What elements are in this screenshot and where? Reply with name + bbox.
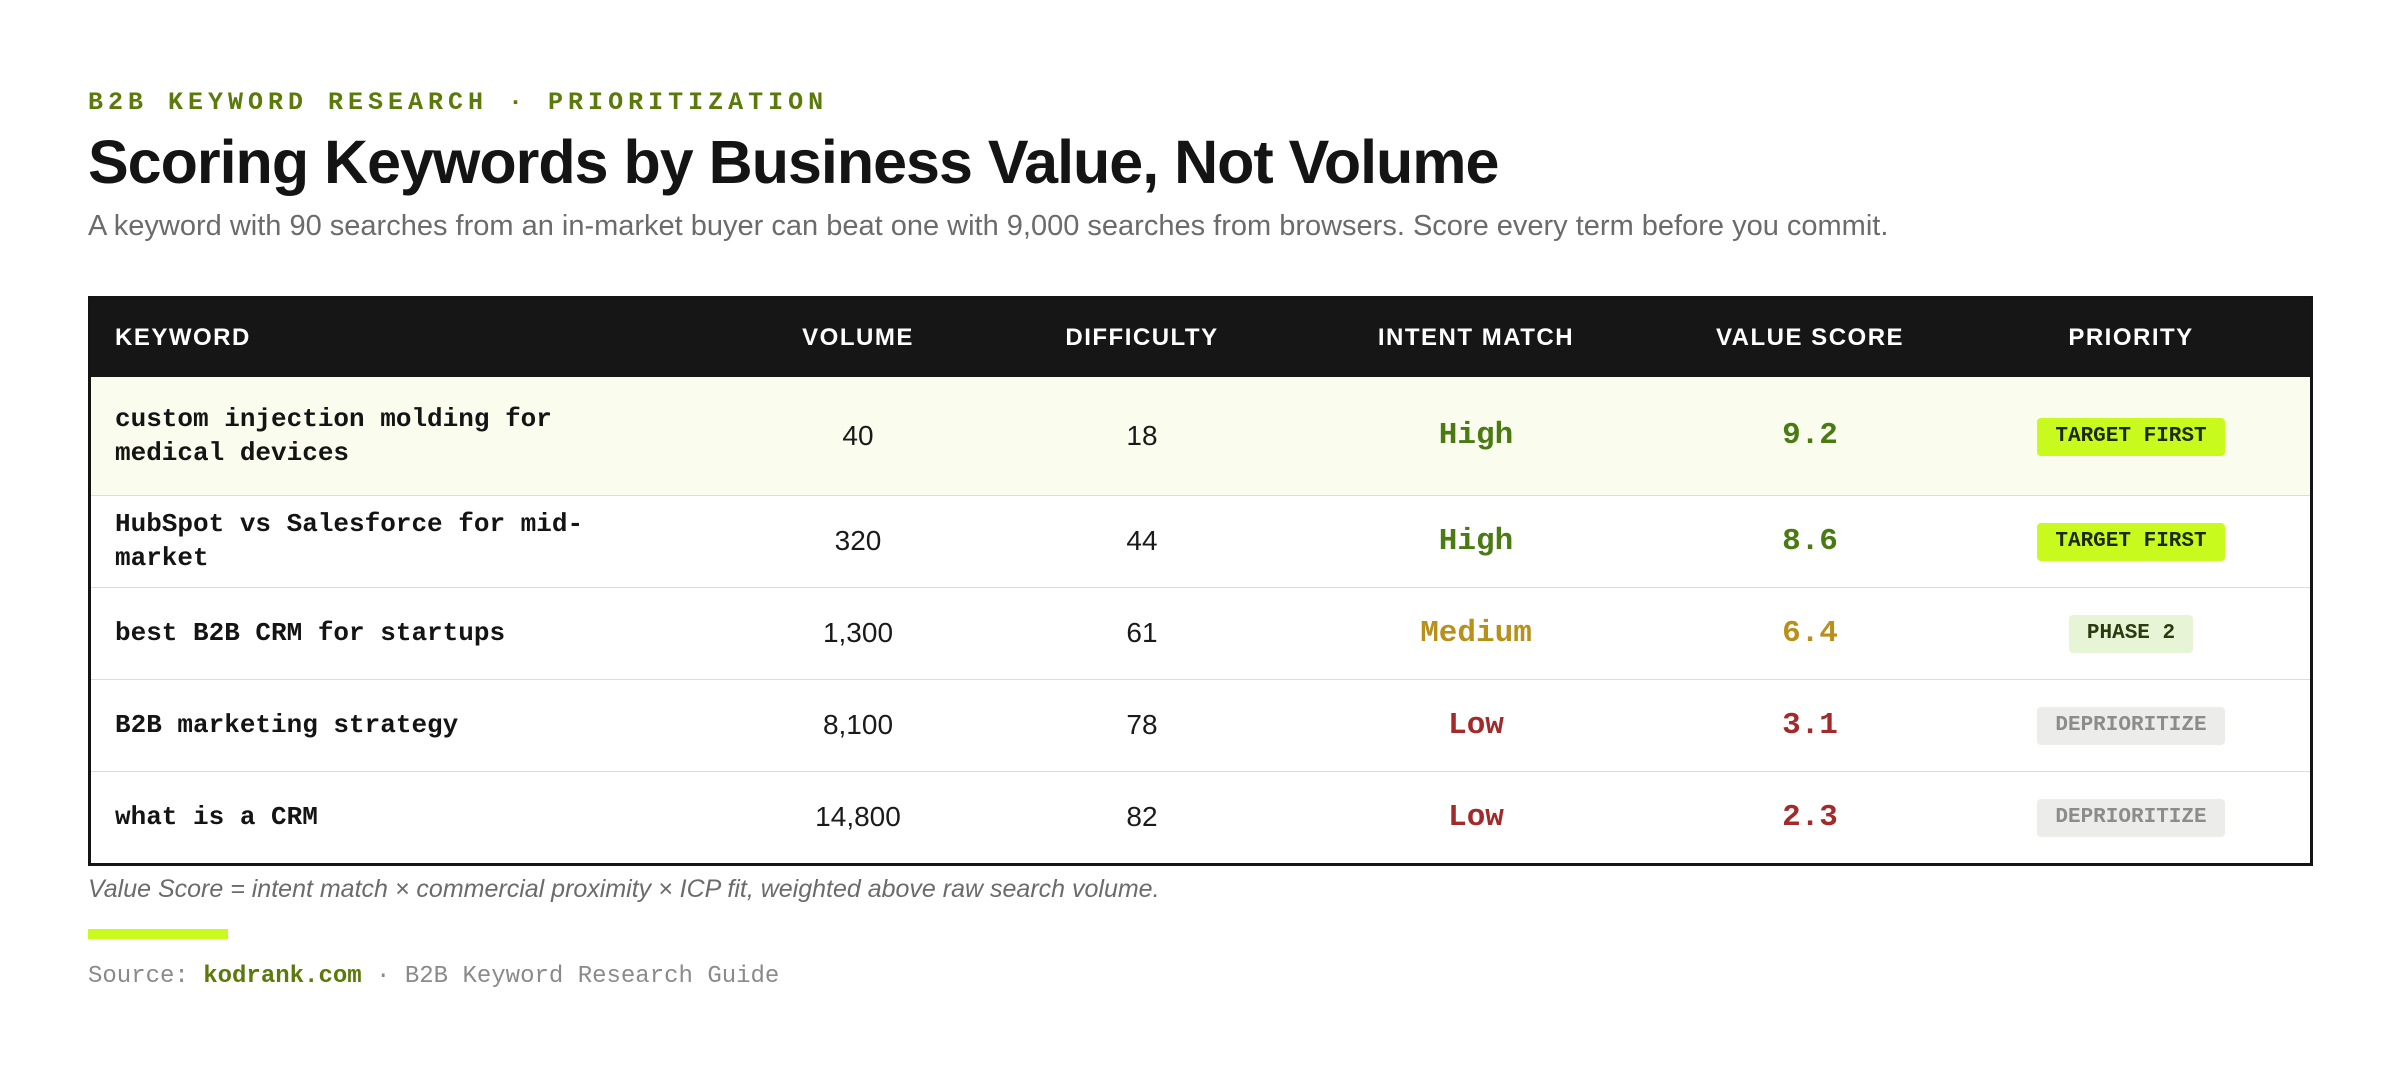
column-header-volume: VOLUME bbox=[802, 324, 914, 351]
intent-cell: Low bbox=[1448, 799, 1504, 835]
volume-cell: 40 bbox=[842, 419, 874, 451]
column-header-value-score: VALUE SCORE bbox=[1715, 324, 1905, 351]
keyword-cell: B2B marketing strategy bbox=[115, 710, 459, 740]
column-header-difficulty: DIFFICULTY bbox=[1065, 324, 1219, 351]
priority-cell: TARGET FIRST bbox=[1952, 377, 2310, 495]
intent-cell: Low bbox=[1448, 707, 1504, 743]
article: B2B KEYWORD RESEARCH · PRIORITIZATION Sc… bbox=[88, 86, 2313, 990]
keyword-cell: custom injection molding for medical dev… bbox=[115, 403, 552, 468]
keyword-cell: HubSpot vs Salesforce for mid-market bbox=[115, 509, 584, 573]
table-row: what is a CRM 14,800 82 Low 2.3 DEPRIORI… bbox=[91, 771, 2310, 863]
value-score-cell: 3.1 bbox=[1782, 707, 1838, 743]
volume-cell: 14,800 bbox=[815, 801, 901, 833]
source-suffix: · B2B Keyword Research Guide bbox=[361, 963, 780, 990]
intent-cell: High bbox=[1438, 418, 1514, 454]
intent-cell: High bbox=[1438, 523, 1514, 559]
keyword-cell: best B2B CRM for startups bbox=[115, 618, 506, 648]
priority-cell: DEPRIORITIZE bbox=[1952, 771, 2310, 863]
page-subtitle: A keyword with 90 searches from an in-ma… bbox=[88, 210, 1889, 242]
source-line: Source: kodrank.com · B2B Keyword Resear… bbox=[88, 960, 779, 994]
priority-badge: DEPRIORITIZE bbox=[2037, 707, 2225, 745]
value-score-cell: 9.2 bbox=[1782, 418, 1838, 454]
column-header-intent-match: INTENT MATCH bbox=[1377, 324, 1575, 351]
difficulty-cell: 61 bbox=[1126, 617, 1158, 648]
difficulty-cell: 18 bbox=[1126, 419, 1158, 451]
value-score-cell: 8.6 bbox=[1782, 523, 1838, 559]
source-prefix: Source: bbox=[88, 963, 204, 990]
eyebrow-label: B2B KEYWORD RESEARCH · PRIORITIZATION bbox=[88, 88, 829, 117]
difficulty-cell: 82 bbox=[1126, 801, 1158, 833]
priority-cell: PHASE 2 bbox=[1952, 587, 2310, 679]
difficulty-cell: 44 bbox=[1126, 525, 1158, 556]
priority-badge: PHASE 2 bbox=[2068, 615, 2194, 653]
table-header-row: KEYWORD VOLUME DIFFICULTY INTENT MATCH V… bbox=[91, 299, 2310, 377]
volume-cell: 320 bbox=[834, 525, 882, 556]
table-row: custom injection molding for medical dev… bbox=[91, 377, 2310, 495]
keyword-table: KEYWORD VOLUME DIFFICULTY INTENT MATCH V… bbox=[88, 296, 2313, 866]
priority-badge: DEPRIORITIZE bbox=[2037, 799, 2225, 838]
source-link[interactable]: kodrank.com bbox=[203, 963, 362, 990]
footnote: Value Score = intent match × commercial … bbox=[88, 875, 1160, 903]
accent-divider bbox=[88, 929, 228, 939]
keyword-cell: what is a CRM bbox=[115, 802, 318, 833]
intent-cell: Medium bbox=[1420, 615, 1532, 651]
volume-cell: 8,100 bbox=[822, 709, 894, 740]
column-header-priority: PRIORITY bbox=[2068, 324, 2194, 351]
value-score-cell: 6.4 bbox=[1782, 615, 1838, 651]
column-header-keyword: KEYWORD bbox=[115, 324, 251, 351]
table-row: HubSpot vs Salesforce for mid-market 320… bbox=[91, 495, 2310, 587]
table-row: B2B marketing strategy 8,100 78 Low 3.1 … bbox=[91, 679, 2310, 771]
priority-cell: DEPRIORITIZE bbox=[1952, 679, 2310, 771]
page-title: Scoring Keywords by Business Value, Not … bbox=[88, 128, 1499, 196]
priority-badge: TARGET FIRST bbox=[2037, 417, 2225, 456]
volume-cell: 1,300 bbox=[822, 617, 894, 648]
priority-badge: TARGET FIRST bbox=[2037, 523, 2225, 561]
difficulty-cell: 78 bbox=[1126, 709, 1158, 740]
value-score-cell: 2.3 bbox=[1782, 799, 1838, 835]
priority-cell: TARGET FIRST bbox=[1952, 495, 2310, 587]
table-row: best B2B CRM for startups 1,300 61 Mediu… bbox=[91, 587, 2310, 679]
